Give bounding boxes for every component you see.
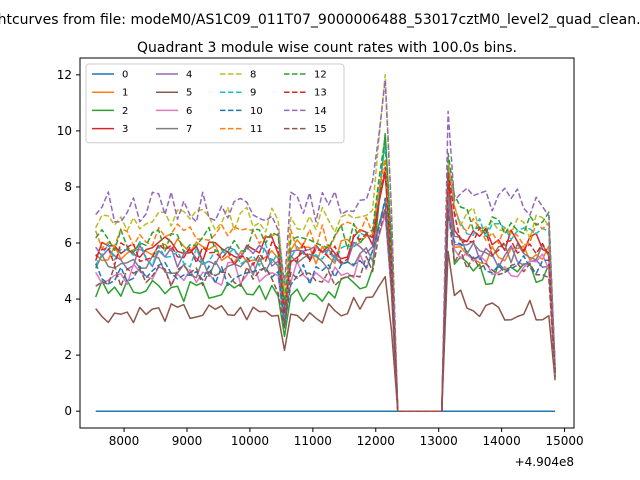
series-line-12 (95, 135, 556, 412)
y-tick-label: 6 (64, 236, 72, 250)
y-tick-label: 0 (64, 404, 72, 418)
chart-title: Quadrant 3 module wise count rates with … (137, 40, 517, 56)
series-line-15 (95, 208, 556, 412)
legend-label-14: 14 (314, 106, 327, 117)
legend-label-10: 10 (250, 106, 263, 117)
x-tick-label: 11000 (294, 434, 332, 448)
x-tick-label: 9000 (172, 434, 203, 448)
series-line-2 (95, 132, 556, 412)
legend-label-6: 6 (186, 106, 192, 117)
x-axis: 8000 9000 10000 11000 12000 13000 14000 15000 (109, 428, 584, 448)
legend-label-0: 0 (122, 70, 128, 81)
x-tick-label: 15000 (545, 434, 583, 448)
x-offset-label: +4.904e8 (515, 455, 574, 469)
y-tick-label: 10 (57, 124, 72, 138)
legend-label-2: 2 (122, 106, 128, 117)
legend-label-9: 9 (250, 88, 256, 99)
legend-label-8: 8 (250, 70, 256, 81)
y-tick-label: 2 (64, 348, 72, 362)
x-tick-label: 12000 (357, 434, 395, 448)
legend-label-5: 5 (186, 88, 192, 99)
series-layer (94, 74, 556, 412)
legend-label-7: 7 (186, 124, 192, 135)
legend-label-13: 13 (314, 88, 327, 99)
x-tick-label: 8000 (109, 434, 140, 448)
y-tick-label: 8 (64, 180, 72, 194)
series-line-11 (94, 158, 556, 412)
y-axis: 0 2 4 6 8 10 12 (57, 68, 80, 418)
legend-label-12: 12 (314, 70, 327, 81)
y-tick-label: 12 (57, 68, 72, 82)
series-line-14 (95, 79, 556, 412)
series-line-7 (95, 191, 556, 412)
series-line-3 (94, 172, 556, 412)
legend-box (85, 63, 345, 144)
series-line-5 (95, 250, 556, 412)
x-tick-label: 10000 (231, 434, 269, 448)
legend-label-15: 15 (314, 124, 327, 135)
legend-label-11: 11 (250, 124, 263, 135)
legend-label-3: 3 (122, 124, 128, 135)
y-tick-label: 4 (64, 292, 72, 306)
series-line-13 (95, 166, 556, 412)
legend-label-1: 1 (122, 88, 128, 99)
legend-label-4: 4 (186, 70, 192, 81)
series-line-10 (95, 197, 556, 412)
x-tick-label: 14000 (483, 434, 521, 448)
figure-suptitle: Lightcurves from file: modeM0/AS1C09_011… (0, 12, 640, 28)
x-tick-label: 13000 (420, 434, 458, 448)
